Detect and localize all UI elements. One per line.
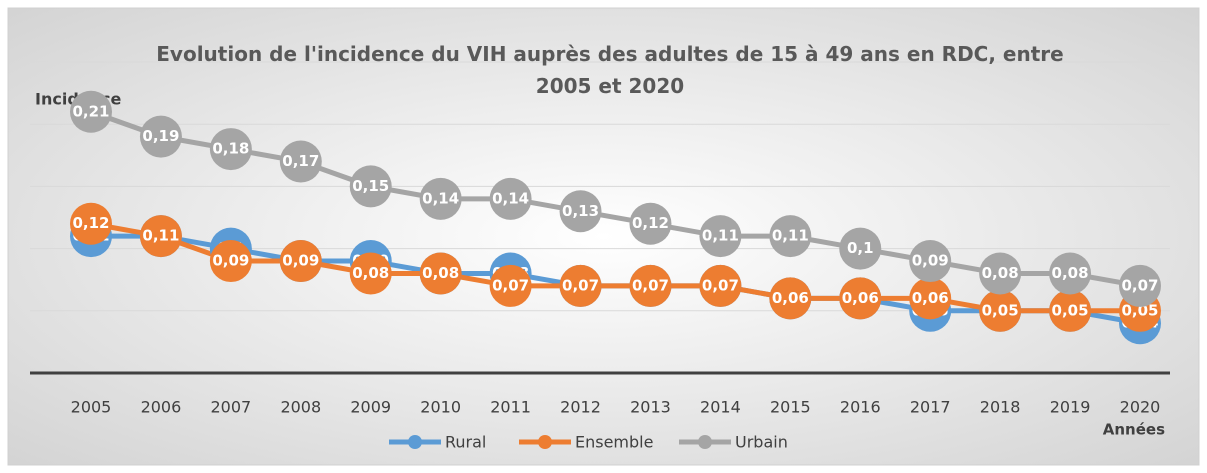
data-label: 0,08 bbox=[982, 264, 1019, 282]
legend-label: Ensemble bbox=[575, 433, 653, 452]
legend-marker bbox=[698, 435, 712, 449]
chart-background bbox=[7, 7, 1200, 466]
data-point bbox=[1119, 264, 1161, 307]
data-point bbox=[209, 240, 252, 283]
data-point bbox=[839, 227, 882, 270]
data-label: 0,11 bbox=[772, 227, 809, 245]
data-label: 0,14 bbox=[422, 189, 459, 207]
data-label: 0,19 bbox=[142, 127, 179, 145]
data-label: 0,09 bbox=[212, 252, 249, 270]
data-label: 0,07 bbox=[702, 276, 739, 294]
data-point bbox=[349, 165, 392, 208]
data-point bbox=[279, 140, 322, 183]
data-label: 0,17 bbox=[282, 152, 319, 170]
data-point bbox=[349, 252, 392, 295]
data-label: 0,18 bbox=[212, 140, 249, 158]
x-tick-label: 2007 bbox=[211, 398, 252, 417]
data-label: 0,09 bbox=[282, 252, 319, 270]
x-tick-label: 2020 bbox=[1120, 398, 1161, 417]
data-point bbox=[1049, 289, 1092, 332]
data-point bbox=[489, 264, 532, 307]
data-point bbox=[419, 177, 462, 220]
data-point bbox=[139, 115, 182, 158]
chart-title: Evolution de l'incidence du VIH auprès d… bbox=[156, 42, 1064, 98]
x-tick-label: 2017 bbox=[910, 398, 951, 417]
data-label: 0,1 bbox=[847, 239, 874, 257]
x-tick-label: 2012 bbox=[560, 398, 601, 417]
data-label: 0,12 bbox=[72, 214, 109, 232]
x-tick-label: 2018 bbox=[980, 398, 1021, 417]
x-tick-label: 2005 bbox=[71, 398, 112, 417]
data-point bbox=[699, 264, 742, 307]
data-point bbox=[139, 215, 182, 258]
data-label: 0,13 bbox=[562, 202, 599, 220]
legend-marker bbox=[538, 435, 552, 449]
x-axis-label: Années bbox=[1103, 421, 1165, 439]
x-tick-label: 2015 bbox=[770, 398, 811, 417]
data-point bbox=[629, 202, 672, 245]
legend-label: Rural bbox=[445, 433, 486, 452]
data-point bbox=[769, 215, 812, 258]
data-point bbox=[70, 202, 112, 245]
data-point bbox=[489, 177, 532, 220]
data-point bbox=[70, 90, 112, 133]
data-point bbox=[699, 215, 742, 258]
data-label: 0,06 bbox=[842, 289, 879, 307]
data-point bbox=[279, 240, 322, 283]
data-label: 0,15 bbox=[352, 177, 389, 195]
data-point bbox=[979, 289, 1022, 332]
data-label: 0,09 bbox=[912, 252, 949, 270]
data-point bbox=[769, 277, 812, 320]
data-label: 0,11 bbox=[702, 227, 739, 245]
data-point bbox=[419, 252, 462, 295]
data-point bbox=[839, 277, 882, 320]
data-label: 0,21 bbox=[72, 102, 109, 120]
data-label: 0,06 bbox=[912, 289, 949, 307]
data-point bbox=[979, 252, 1022, 295]
x-tick-label: 2013 bbox=[630, 398, 671, 417]
data-label: 0,11 bbox=[142, 227, 179, 245]
data-point bbox=[559, 264, 602, 307]
x-tick-label: 2016 bbox=[840, 398, 881, 417]
data-point bbox=[629, 264, 672, 307]
x-tick-label: 2011 bbox=[490, 398, 531, 417]
data-point bbox=[909, 240, 952, 283]
data-label: 0,07 bbox=[492, 276, 529, 294]
data-label: 0,12 bbox=[632, 214, 669, 232]
x-tick-label: 2009 bbox=[350, 398, 391, 417]
data-label: 0,05 bbox=[1052, 301, 1089, 319]
data-label: 0,05 bbox=[1121, 301, 1158, 319]
series-line bbox=[90, 221, 1140, 314]
x-tick-label: 2010 bbox=[420, 398, 461, 417]
data-label: 0,06 bbox=[772, 289, 809, 307]
legend-marker bbox=[408, 435, 422, 449]
legend-label: Urbain bbox=[735, 433, 788, 452]
x-tick-label: 2006 bbox=[141, 398, 182, 417]
data-point bbox=[209, 128, 252, 171]
x-tick-label: 2019 bbox=[1050, 398, 1091, 417]
x-tick-label: 2008 bbox=[280, 398, 321, 417]
data-label: 0,08 bbox=[352, 264, 389, 282]
data-label: 0,08 bbox=[422, 264, 459, 282]
data-point bbox=[559, 190, 602, 233]
x-tick-label: 2014 bbox=[700, 398, 741, 417]
data-label: 0,08 bbox=[1052, 264, 1089, 282]
data-label: 0,07 bbox=[632, 276, 669, 294]
data-label: 0,07 bbox=[562, 276, 599, 294]
data-label: 0,14 bbox=[492, 189, 529, 207]
data-point bbox=[909, 277, 952, 320]
data-label: 0,07 bbox=[1121, 276, 1158, 294]
data-label: 0,05 bbox=[982, 301, 1019, 319]
series-line bbox=[90, 109, 1141, 289]
data-point bbox=[1049, 252, 1092, 295]
